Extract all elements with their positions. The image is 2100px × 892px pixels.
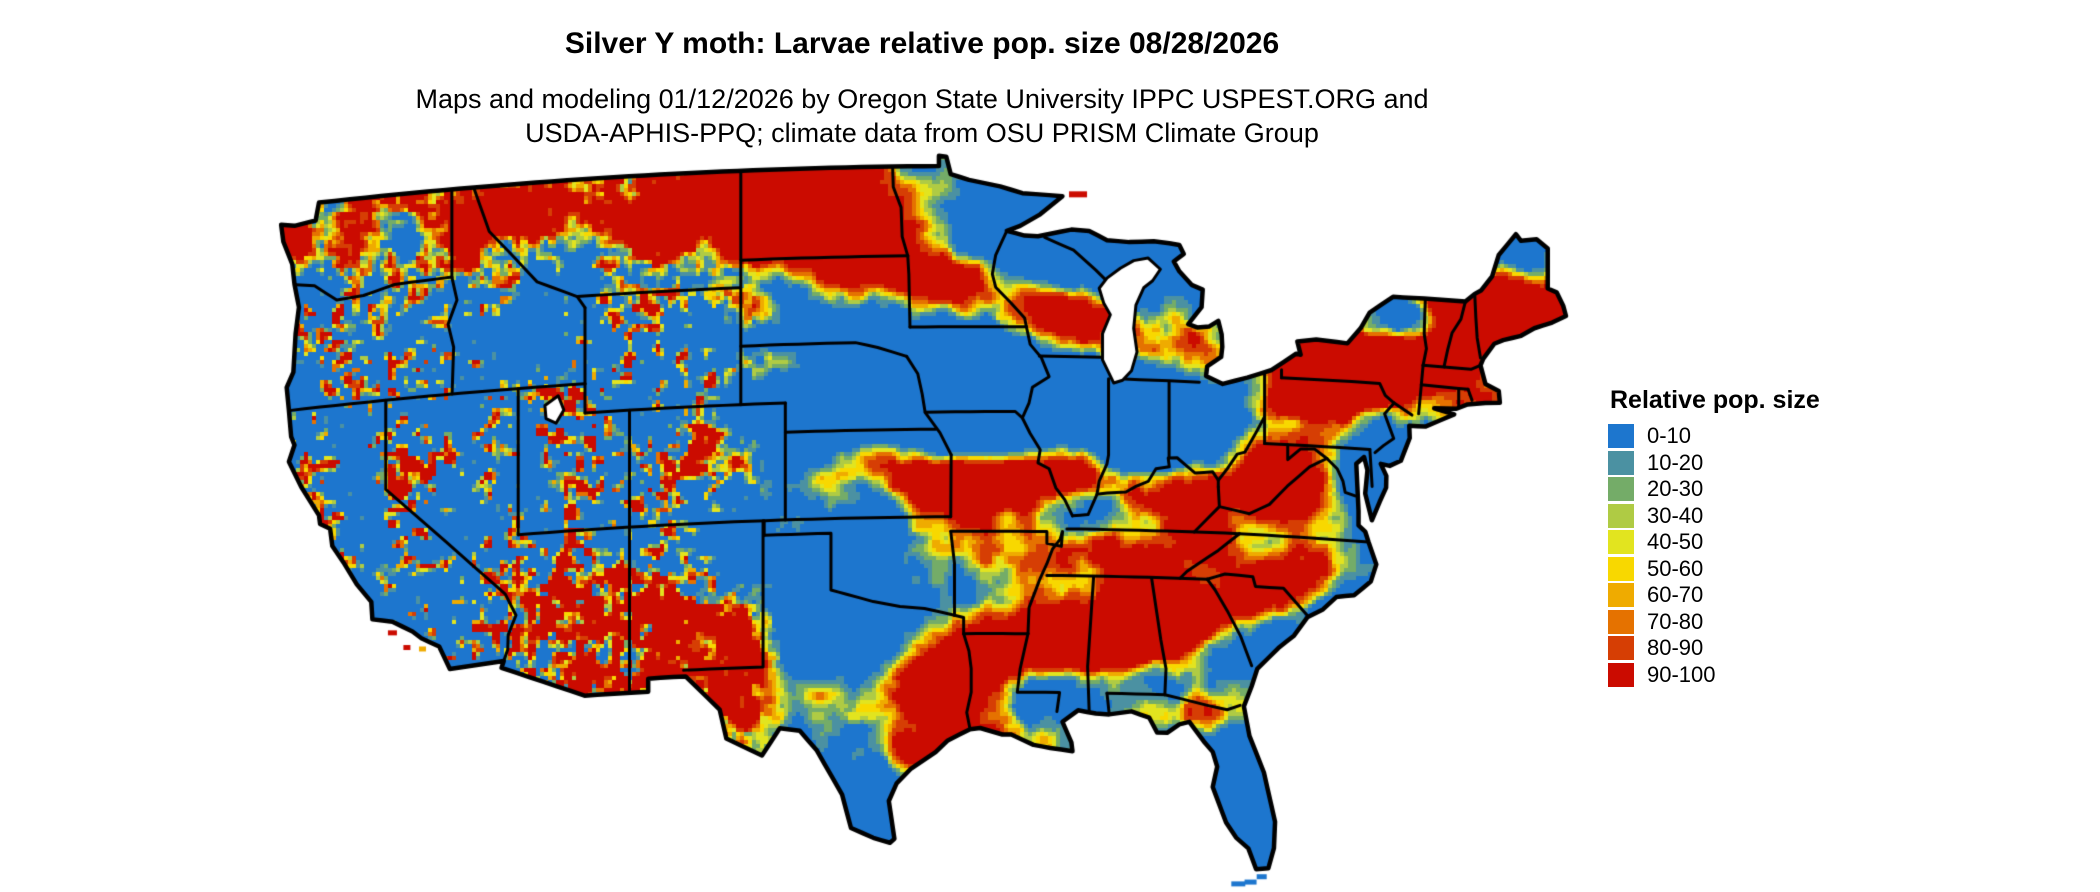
legend-label: 80-90 <box>1647 635 1704 660</box>
legend-swatch <box>1608 424 1634 448</box>
legend-label: 90-100 <box>1647 661 1716 687</box>
legend-item: 60-70 <box>1598 583 1878 607</box>
map-subtitle-line1: Maps and modeling 01/12/2026 by Oregon S… <box>415 84 1429 114</box>
legend-swatch <box>1608 583 1634 607</box>
legend-swatch <box>1608 609 1634 634</box>
legend-item: 10-20 <box>1598 449 1878 475</box>
legend-swatch <box>1608 662 1634 687</box>
legend-swatch <box>1608 450 1634 475</box>
legend-label: 50-60 <box>1647 555 1704 581</box>
map-title: Silver Y moth: Larvae relative pop. size… <box>564 27 1280 60</box>
legend-label: 10-20 <box>1647 449 1704 475</box>
legend-item: 40-50 <box>1598 530 1878 554</box>
map-subtitle: Maps and modeling 01/12/2026 by Oregon S… <box>0 82 1844 150</box>
legend-label: 30-40 <box>1647 502 1704 528</box>
legend-label: 40-50 <box>1647 529 1704 554</box>
legend-label: 60-70 <box>1647 582 1704 607</box>
legend-item: 20-30 <box>1598 477 1878 501</box>
map-subtitle-line2: USDA-APHIS-PPQ; climate data from OSU PR… <box>525 118 1319 148</box>
legend-swatch <box>1608 556 1634 581</box>
legend-item: 50-60 <box>1598 555 1878 581</box>
legend-item: 70-80 <box>1598 608 1878 634</box>
legend-items: 0-10 10-20 20-30 30-40 40-50 50-60 60-70 70-80 8… <box>1598 424 1878 689</box>
legend-item: 0-10 <box>1598 424 1878 448</box>
legend-title: Relative pop. size <box>1610 386 1820 414</box>
legend: Relative pop. size 0-10 10-20 20-30 30-40 40… <box>1598 386 1878 689</box>
legend-swatch <box>1608 503 1634 528</box>
legend-label: 20-30 <box>1647 476 1704 501</box>
legend-item: 90-100 <box>1598 661 1878 687</box>
legend-swatch <box>1608 477 1634 501</box>
legend-label: 0-10 <box>1647 423 1692 448</box>
legend-item: 80-90 <box>1598 636 1878 660</box>
legend-swatch <box>1608 636 1634 660</box>
legend-swatch <box>1608 530 1634 554</box>
legend-item: 30-40 <box>1598 502 1878 528</box>
legend-label: 70-80 <box>1647 608 1704 634</box>
